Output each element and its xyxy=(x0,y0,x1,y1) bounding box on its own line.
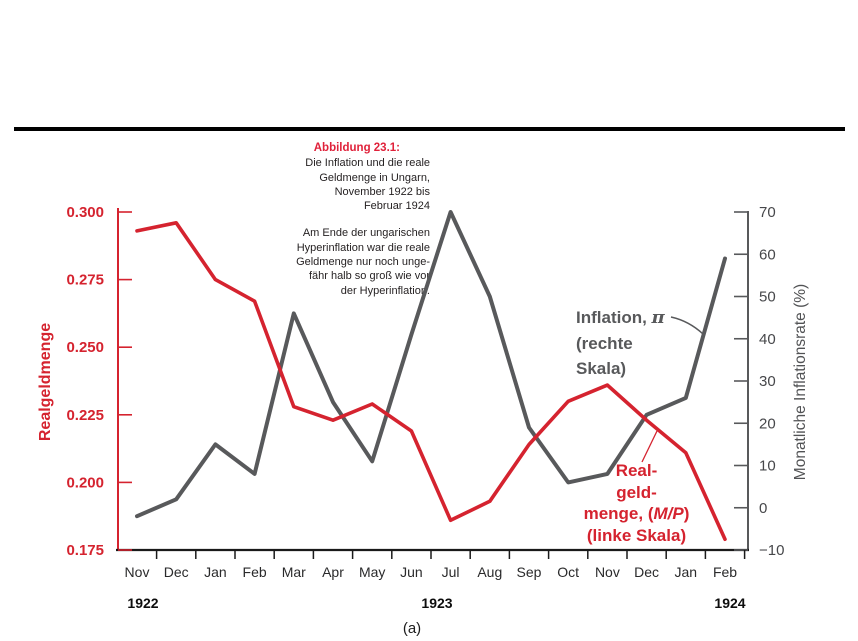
section-divider-rule xyxy=(14,127,845,131)
month-label: Mar xyxy=(282,564,306,580)
real-money-label-line2: geld- xyxy=(616,482,657,502)
right-tick-label: 20 xyxy=(759,415,776,432)
year-label: 1924 xyxy=(714,595,745,611)
left-tick-label: 0.250 xyxy=(66,339,104,356)
right-tick-label: 70 xyxy=(759,204,776,221)
real-money-label-line1: Real- xyxy=(615,461,658,480)
right-tick-label: 60 xyxy=(759,246,776,263)
left-tick-label: 0.275 xyxy=(66,272,104,289)
month-label: Oct xyxy=(557,564,579,580)
month-label: Apr xyxy=(322,564,344,580)
month-label: Feb xyxy=(713,564,737,580)
inflation-series-label-line2: (rechte xyxy=(576,333,633,353)
left-tick-label: 0.175 xyxy=(66,542,104,559)
pi-symbol: π xyxy=(651,307,665,328)
month-label: May xyxy=(359,564,385,580)
right-tick-label: 50 xyxy=(759,289,776,306)
m-over-p-symbol: M/P xyxy=(653,504,684,523)
right-tick-label: 0 xyxy=(759,500,767,517)
month-label: Jun xyxy=(400,564,423,580)
left-tick-label: 0.200 xyxy=(66,474,104,491)
inflation-series-label: Inflation, π (rechte Skala) xyxy=(576,305,665,382)
right-tick-label: 30 xyxy=(759,373,776,390)
month-label: Aug xyxy=(477,564,502,580)
month-label: Nov xyxy=(125,564,150,580)
real-money-label-line4: (linke Skala) xyxy=(586,525,687,545)
figure-caption-title: Abbildung 23.1: xyxy=(313,142,400,154)
right-axis-title: Monatliche Inflationsrate (%) xyxy=(792,283,809,481)
real-money-line xyxy=(135,221,727,542)
figure-caption-subtitle: Die Inflation und die reale Geldmenge in… xyxy=(305,157,430,213)
month-label: Jan xyxy=(204,564,227,580)
inflation-series-label-line3: Skala) xyxy=(576,359,627,378)
subfigure-label: (a) xyxy=(402,620,422,637)
inflation-label-leader xyxy=(670,316,704,335)
right-tick-label: 40 xyxy=(759,331,776,348)
left-axis-title: Realgeldmenge xyxy=(37,322,54,442)
month-label: Dec xyxy=(164,564,189,580)
month-label: Sep xyxy=(517,564,542,580)
year-label: 1922 xyxy=(127,595,158,611)
left-tick-label: 0.225 xyxy=(66,407,104,424)
month-label: Jul xyxy=(442,564,460,580)
figure-caption-body: Am Ende der ungarischen Hyperinflation w… xyxy=(296,227,430,297)
left-tick-label: 0.300 xyxy=(66,204,104,221)
inflation-series-label-line1: Inflation, π xyxy=(576,307,665,328)
right-tick-label: 10 xyxy=(759,458,776,475)
right-tick-label: −10 xyxy=(759,542,784,559)
month-label: Jan xyxy=(675,564,698,580)
real-money-label-line3: menge, (M/P) xyxy=(583,504,690,523)
figure-caption: Abbildung 23.1: Die Inflation und die re… xyxy=(248,141,430,298)
year-label: 1923 xyxy=(421,595,452,611)
real-money-series-label: Real- geld- menge, (M/P) (linke Skala) xyxy=(560,460,713,546)
month-label: Nov xyxy=(595,564,620,580)
month-label: Dec xyxy=(634,564,659,580)
real-money-label-leader xyxy=(641,430,658,463)
inflation-line xyxy=(135,210,727,519)
month-label: Feb xyxy=(243,564,267,580)
